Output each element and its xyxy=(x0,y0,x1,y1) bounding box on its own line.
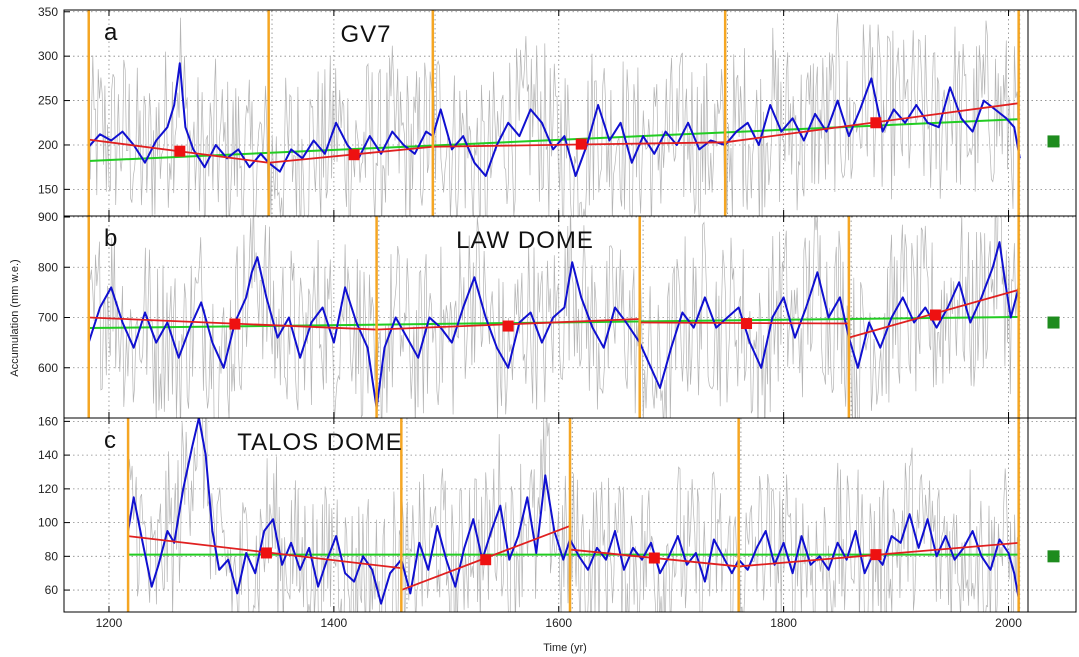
panel-letter: a xyxy=(104,19,118,46)
raw-series xyxy=(88,13,1019,216)
y-tick-label: 80 xyxy=(45,549,59,563)
x-tick-label: 1400 xyxy=(321,616,348,630)
y-axis-label: Accumulation (mm w.e.) xyxy=(9,259,21,376)
y-tick-label: 160 xyxy=(38,414,58,428)
y-tick-label: 900 xyxy=(38,210,58,224)
segment-mean-marker xyxy=(870,117,882,129)
overall-trend-line xyxy=(88,118,1019,162)
plot-area xyxy=(87,216,1020,418)
segment-mean-marker xyxy=(870,549,882,561)
smoothed-series xyxy=(87,62,1021,177)
panel-b: 600 700 800 900 b LAW DOME xyxy=(38,210,1077,419)
segment-mean-marker xyxy=(575,138,587,150)
y-tick-label: 120 xyxy=(38,482,58,496)
panel-title: GV7 xyxy=(340,21,391,48)
segment-mean-marker xyxy=(929,309,941,321)
y-tick-label: 150 xyxy=(38,182,58,196)
segment-mean-marker xyxy=(648,552,660,564)
panel-frame xyxy=(63,417,1077,613)
smoothed-series xyxy=(87,241,1020,409)
y-tick-label: 700 xyxy=(38,311,58,325)
x-tick-label: 1600 xyxy=(545,616,572,630)
overall-mean-marker xyxy=(1047,135,1060,148)
y-tick-label: 300 xyxy=(38,49,58,63)
plot-area xyxy=(87,13,1021,216)
raw-series xyxy=(88,216,1019,418)
panel-letter: b xyxy=(104,225,117,252)
x-tick-label: 1800 xyxy=(770,616,797,630)
segment-mean-marker xyxy=(502,320,514,332)
segment-mean-marker xyxy=(174,145,186,157)
y-tick-label: 800 xyxy=(38,260,58,274)
y-tick-label: 600 xyxy=(38,361,58,375)
y-tick-label: 350 xyxy=(38,5,58,19)
y-tick-label: 140 xyxy=(38,448,58,462)
segment-mean-marker xyxy=(741,318,753,330)
x-tick-label: 2000 xyxy=(995,616,1022,630)
y-tick-label: 200 xyxy=(38,138,58,152)
segment-mean-marker xyxy=(229,318,241,330)
x-tick-label: 1200 xyxy=(96,616,123,630)
panel-letter: c xyxy=(104,427,116,454)
segment-mean-marker xyxy=(260,547,272,559)
overall-mean-marker xyxy=(1047,316,1060,329)
panel-a: 150 200 250 300 350 a GV7 xyxy=(38,5,1077,217)
plot-area xyxy=(127,418,1020,612)
raw-series xyxy=(127,418,1018,612)
panel-c: 60 80 100 120 140 160 1200 1400 1600 1800 2000 c TAL… xyxy=(38,414,1077,630)
x-axis-label: Time (yr) xyxy=(543,642,587,654)
overall-mean-marker xyxy=(1047,550,1060,563)
panel-title: TALOS DOME xyxy=(237,429,403,456)
panel-title: LAW DOME xyxy=(456,227,594,254)
y-tick-label: 60 xyxy=(45,583,59,597)
segment-mean-marker xyxy=(348,149,360,161)
segment-mean-marker xyxy=(480,554,492,566)
y-tick-label: 250 xyxy=(38,94,58,108)
y-tick-label: 100 xyxy=(38,516,58,530)
